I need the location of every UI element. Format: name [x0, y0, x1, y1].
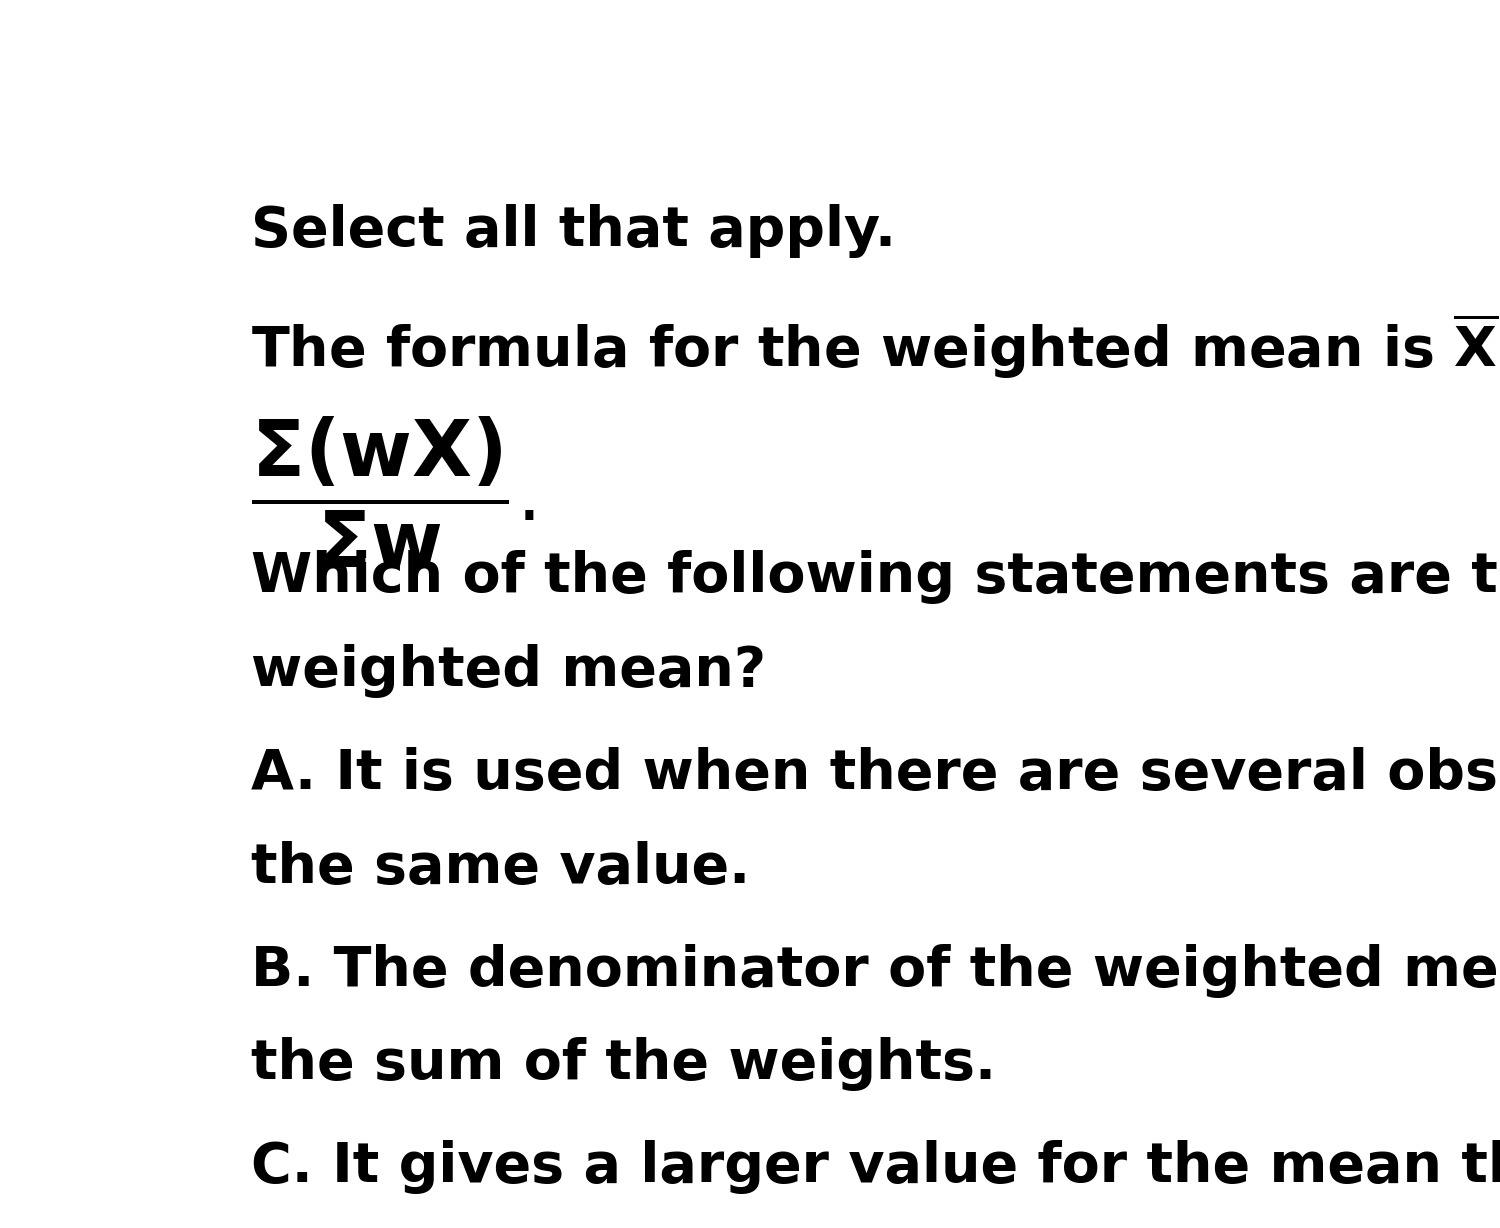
- Text: A. It is used when there are several observations of: A. It is used when there are several obs…: [252, 747, 1500, 801]
- Text: B. The denominator of the weighted mean is always: B. The denominator of the weighted mean …: [252, 943, 1500, 997]
- Text: weighted mean?: weighted mean?: [252, 643, 766, 698]
- Text: $\mathbf{\dfrac{\Sigma(wX)}{\Sigma w}}.$: $\mathbf{\dfrac{\Sigma(wX)}{\Sigma w}}.$: [252, 415, 536, 570]
- Text: The formula for the weighted mean is $\mathbf{\overline{X}}_{w}\ =$: The formula for the weighted mean is $\m…: [252, 312, 1500, 382]
- Text: C. It gives a larger value for the mean than the: C. It gives a larger value for the mean …: [252, 1141, 1500, 1194]
- Text: Which of the following statements are true of the: Which of the following statements are tr…: [252, 550, 1500, 604]
- Text: Select all that apply.: Select all that apply.: [252, 204, 897, 258]
- Text: the same value.: the same value.: [252, 841, 750, 895]
- Text: the sum of the weights.: the sum of the weights.: [252, 1038, 996, 1092]
